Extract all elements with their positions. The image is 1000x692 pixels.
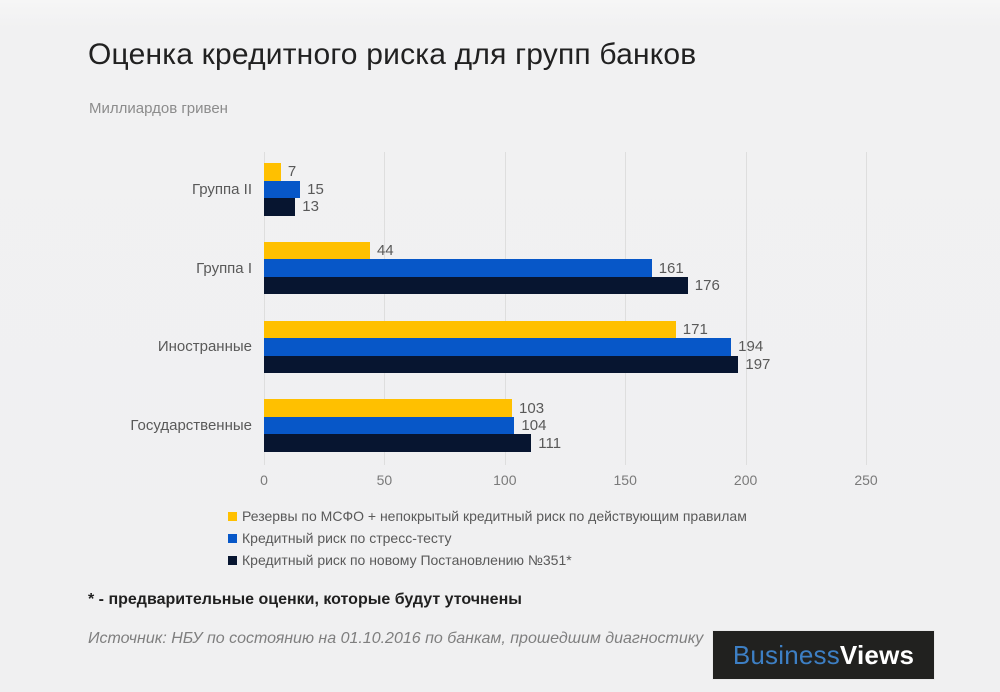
x-tick-200: 200 <box>733 472 758 488</box>
bar-group-4: 103 104 111 <box>264 386 866 465</box>
bar-series-1-category-2 <box>264 241 370 260</box>
x-tick-0: 0 <box>260 472 268 488</box>
bar-group-1: 7 15 13 <box>264 150 866 229</box>
bar-series-3-category-3 <box>264 355 739 374</box>
bar-line: 15 <box>264 180 866 199</box>
gridline-150 <box>625 152 627 465</box>
gridline-200 <box>745 152 747 465</box>
bar-value-label: 171 <box>682 320 708 338</box>
gridline-100 <box>504 152 506 465</box>
bar-value-label: 197 <box>745 355 771 373</box>
legend-label: Кредитный риск по новому Постановлению №… <box>242 552 572 568</box>
bar-series-3-category-2 <box>264 276 688 295</box>
chart-subtitle: Миллиардов гривен <box>89 100 228 117</box>
x-axis: 0 50 100 150 200 250 <box>260 472 878 492</box>
chart-legend: Резервы по МСФО + непокрытый кредитный р… <box>228 505 747 571</box>
x-tick-150: 150 <box>613 472 637 488</box>
bar-series-2-category-3 <box>264 338 732 356</box>
businessviews-logo: Business Views <box>712 630 935 680</box>
legend-label: Кредитный риск по стресс-тесту <box>242 530 452 546</box>
bar-series-3-category-4 <box>264 434 532 452</box>
bar-line: 103 <box>264 399 866 417</box>
bar-chart-plot-area: 7 15 13 44 161 176 171 194 197 103 104 111 <box>264 150 867 465</box>
x-tick-250: 250 <box>854 472 878 488</box>
bar-series-1-category-4 <box>264 399 513 417</box>
bar-line: 44 <box>264 241 866 260</box>
bar-line: 194 <box>264 338 866 356</box>
footnote: * - предварительные оценки, которые буду… <box>88 591 522 608</box>
bar-line: 13 <box>264 198 866 216</box>
bar-line: 161 <box>264 259 866 277</box>
page-title: Оценка кредитного риска для групп банков <box>88 38 697 71</box>
logo-text-views: Views <box>839 639 915 670</box>
gridline-0 <box>264 152 265 465</box>
bar-value-label: 103 <box>519 399 545 417</box>
bar-value-label: 44 <box>376 242 394 260</box>
y-axis-labels: Группа II Группа I Иностранные Государствен… <box>60 150 252 465</box>
bar-value-label: 15 <box>307 180 324 198</box>
legend-item-2: Кредитный риск по стресс-тесту <box>228 527 747 549</box>
bar-line: 197 <box>264 355 866 374</box>
logo-text-business: Business <box>732 639 840 670</box>
bar-series-3-category-1 <box>264 198 296 216</box>
legend-item-1: Резервы по МСФО + непокрытый кредитный р… <box>228 505 747 527</box>
x-tick-100: 100 <box>493 472 517 488</box>
category-label-4: Государственные <box>130 417 252 435</box>
legend-item-3: Кредитный риск по новому Постановлению №… <box>228 549 747 571</box>
legend-label: Резервы по МСФО + непокрытый кредитный р… <box>242 508 747 524</box>
legend-swatch-icon <box>228 555 237 565</box>
bar-series-2-category-1 <box>264 180 301 199</box>
x-tick-50: 50 <box>376 472 393 488</box>
category-label-1: Группа II <box>191 180 252 198</box>
bar-line: 111 <box>264 434 866 452</box>
category-label-2: Группа I <box>196 259 252 277</box>
bar-series-2-category-4 <box>264 416 515 435</box>
legend-swatch-icon <box>228 511 237 521</box>
bar-line: 7 <box>264 163 866 181</box>
bar-series-1-category-3 <box>264 320 676 339</box>
source-note: Источник: НБУ по состоянию на 01.10.2016… <box>88 630 704 647</box>
bar-series-1-category-1 <box>264 163 281 181</box>
bar-value-label: 176 <box>694 277 720 295</box>
bar-value-label: 161 <box>658 259 684 277</box>
bar-value-label: 7 <box>287 163 297 181</box>
bar-line: 104 <box>264 416 866 435</box>
gridline-250 <box>866 152 867 465</box>
bar-value-label: 194 <box>738 338 764 356</box>
bar-line: 176 <box>264 276 866 295</box>
bar-group-3: 171 194 197 <box>264 308 866 387</box>
bar-line: 171 <box>264 320 866 339</box>
bar-group-2: 44 161 176 <box>264 229 866 308</box>
bar-value-label: 111 <box>538 434 562 452</box>
bar-value-label: 104 <box>521 417 547 435</box>
bar-series-2-category-2 <box>264 259 652 277</box>
category-label-3: Иностранные <box>157 338 252 356</box>
legend-swatch-icon <box>228 533 237 543</box>
gridline-50 <box>384 152 386 465</box>
bar-value-label: 13 <box>302 198 319 216</box>
